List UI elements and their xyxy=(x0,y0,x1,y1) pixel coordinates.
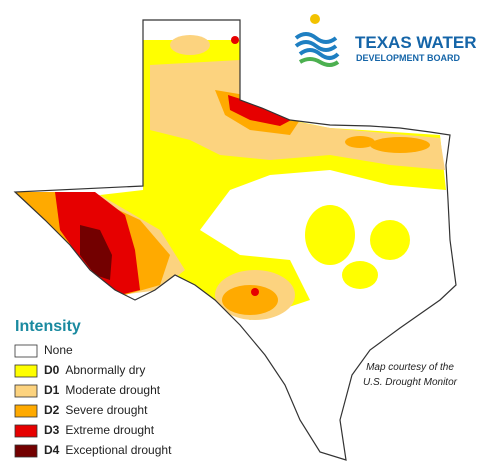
legend-code: D2 xyxy=(44,403,60,417)
legend-swatch xyxy=(14,364,38,378)
legend-swatch xyxy=(14,444,38,458)
logo-title: TEXAS WATER xyxy=(355,33,477,52)
legend-label: Moderate drought xyxy=(65,383,160,397)
legend-label: Extreme drought xyxy=(65,423,154,437)
caption: U.S. Drought Monitor xyxy=(363,377,458,388)
legend-code: D1 xyxy=(44,383,60,397)
legend-swatch xyxy=(14,384,38,398)
logo-subtitle: DEVELOPMENT BOARD xyxy=(356,53,461,63)
legend-swatch xyxy=(14,344,38,358)
legend-label: Abnormally dry xyxy=(65,363,145,377)
legend-label: Severe drought xyxy=(65,403,148,417)
legend-label: None xyxy=(44,343,73,357)
legend-swatch xyxy=(14,424,38,438)
logo: TEXAS WATER DEVELOPMENT BOARD xyxy=(294,14,477,67)
legend-code: D4 xyxy=(44,443,60,457)
legend-title: Intensity xyxy=(15,318,81,335)
legend-swatch xyxy=(14,404,38,418)
caption: Map courtesy of the xyxy=(366,362,454,373)
legend: None D0 Abnormally dry D1 Moderate drought D2… xyxy=(14,343,172,458)
legend-code: D0 xyxy=(44,363,60,377)
legend-code: D3 xyxy=(44,423,60,437)
legend-label: Exceptional drought xyxy=(65,443,172,457)
